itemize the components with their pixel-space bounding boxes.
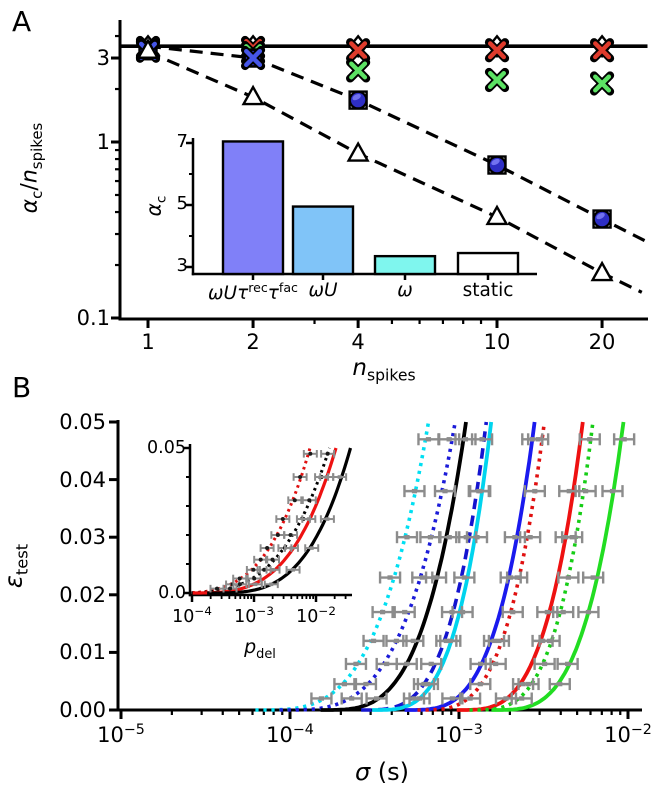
panel-a-inset-category-label: ω — [397, 280, 413, 301]
panel-a-axes — [111, 20, 648, 328]
panel-b-y-tick-label: 0.04 — [59, 467, 106, 492]
panel-a-x-tick-label: 20 — [588, 330, 616, 354]
panel-a-inset-category-label: ωU — [308, 280, 338, 301]
panel-b-y-tick-label: 0.01 — [59, 640, 106, 665]
panel-b-x-tick-label: 10−4 — [266, 722, 314, 747]
panel-a-y-tick-label: 3 — [96, 46, 110, 71]
panel-b-inset-y-tick-label: 0.0 — [158, 583, 186, 603]
panel-b-x-tick-label: 10−5 — [97, 722, 145, 747]
panel-b-inset-x-tick-label: 10−2 — [296, 604, 336, 627]
panel-b-inset-y-tick-label: 0.05 — [147, 438, 186, 458]
panel-b-inset-axes — [183, 444, 352, 602]
panel-a-x-tick-label: 10 — [483, 330, 511, 354]
panel-b-ylabel: εtest — [0, 543, 32, 589]
panel-a-inset-category-label: static — [462, 280, 514, 301]
panel-b-inset-x-tick-label: 10−4 — [172, 604, 212, 627]
panel-b-y-tick-label: 0.03 — [59, 525, 106, 550]
panel-a-label: A — [12, 5, 32, 38]
panel-b-inset-errorbars — [209, 450, 348, 593]
panel-a-inset-ylabel: αc — [141, 195, 170, 217]
panel-a-xlabel: nspikes — [352, 355, 416, 385]
panel-a-y-tick-label: 0.1 — [76, 306, 110, 330]
panel-b-inset-xlabel: pdel — [244, 636, 276, 662]
panel-a-markers — [135, 34, 615, 282]
panel-a-x-tick-label: 1 — [141, 330, 155, 354]
panel-b-x-tick-label: 10−3 — [435, 722, 483, 747]
panel-a-inset-category-label: ωUτrecτfac — [208, 280, 298, 305]
panel-b-errorbars — [310, 433, 636, 705]
panel-a-inset-y-tick-label: 7 — [176, 131, 188, 152]
panel-b-curves — [255, 421, 626, 712]
panel-b-xlabel: σ (s) — [354, 758, 410, 786]
panel-a-x-tick-label: 2 — [246, 330, 260, 354]
panel-b-inset-x-tick-label: 10−3 — [234, 604, 274, 627]
panel-b-x-tick-label: 10−2 — [604, 722, 652, 747]
panel-a-y-tick-label: 1 — [96, 130, 110, 154]
panel-a-ylabel: αc/nspikes — [17, 122, 46, 214]
panel-a-x-tick-label: 4 — [351, 330, 365, 354]
panel-b-y-tick-label: 0.02 — [59, 582, 106, 607]
panel-a-inset-y-tick-label: 3 — [176, 255, 188, 276]
panel-a-inset-y-tick-label: 5 — [176, 193, 188, 214]
panel-b-y-tick-label: 0.05 — [59, 410, 106, 434]
panel-a-inset — [186, 138, 537, 280]
panel-b-label: B — [12, 371, 32, 404]
panel-b-y-tick-label: 0.00 — [59, 698, 106, 722]
